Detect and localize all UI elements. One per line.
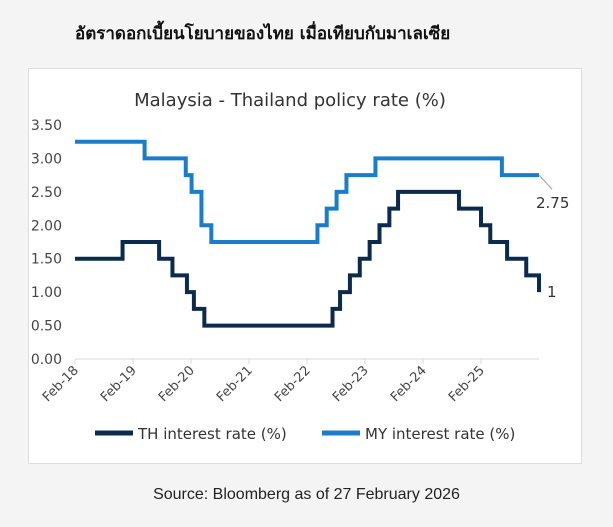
y-tick-label: 3.00: [31, 151, 62, 167]
th-rate-line: [75, 189, 541, 328]
x-tick-label: Feb-22: [272, 363, 314, 405]
chart-title: Malaysia - Thailand policy rate (%): [134, 90, 446, 111]
x-tick-label: Feb-20: [156, 363, 198, 405]
legend-label: MY interest rate (%): [365, 425, 515, 443]
x-tick-label: Feb-21: [214, 363, 256, 405]
x-tick-label: Feb-23: [330, 363, 372, 405]
legend-label: TH interest rate (%): [137, 425, 287, 443]
y-tick-label: 1.50: [31, 252, 62, 268]
x-tick-label: Feb-25: [446, 363, 488, 405]
y-tick-label: 2.00: [31, 218, 62, 234]
y-tick-label: 2.50: [31, 185, 62, 201]
y-tick-label: 0.50: [31, 319, 62, 335]
my-rate-line: [75, 139, 539, 244]
x-tick-label: Feb-24: [388, 363, 430, 405]
y-tick-label: 3.50: [31, 118, 62, 134]
chart-panel: [28, 68, 582, 464]
source-note: Source: Bloomberg as of 27 February 2026: [153, 486, 460, 503]
page-heading: อัตราดอกเบี้ยนโยบายของไทย เมื่อเทียบกับม…: [75, 24, 451, 44]
x-tick-label: Feb-19: [98, 363, 140, 405]
th-end-label: 1: [547, 283, 557, 301]
y-tick-label: 0.00: [31, 352, 62, 368]
y-tick-label: 1.00: [31, 285, 62, 301]
my-end-leader: [538, 174, 553, 190]
x-tick-label: Feb-18: [40, 363, 82, 405]
my-end-label: 2.75: [536, 194, 569, 212]
